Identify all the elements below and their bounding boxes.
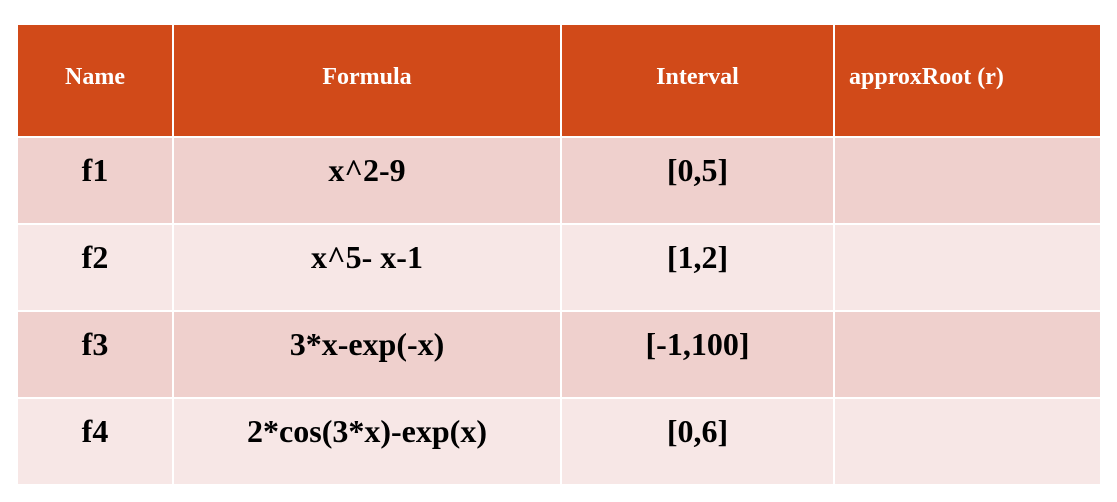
header-cell: Name bbox=[18, 25, 172, 136]
header-row: Name Formula Interval approxRoot (r) bbox=[18, 25, 1100, 136]
table-cell: 2*cos(3*x)-exp(x) bbox=[174, 399, 560, 484]
table-cell: x^2-9 bbox=[174, 138, 560, 223]
table-cell: [1,2] bbox=[562, 225, 833, 310]
empty-cell bbox=[835, 312, 1100, 397]
table-cell: f2 bbox=[18, 225, 172, 310]
table-cell: [0,6] bbox=[562, 399, 833, 484]
table-cell: f1 bbox=[18, 138, 172, 223]
table-row: f3 3*x-exp(-x) [-1,100] bbox=[18, 312, 1100, 397]
table-cell: f4 bbox=[18, 399, 172, 484]
table-row: f4 2*cos(3*x)-exp(x) [0,6] bbox=[18, 399, 1100, 484]
data-table: Name Formula Interval approxRoot (r) f1 x^2-… bbox=[16, 23, 1102, 486]
table-cell: x^5- x-1 bbox=[174, 225, 560, 310]
table-row: f2 x^5- x-1 [1,2] bbox=[18, 225, 1100, 310]
empty-cell bbox=[835, 399, 1100, 484]
table-cell: [0,5] bbox=[562, 138, 833, 223]
empty-cell bbox=[835, 138, 1100, 223]
header-cell: approxRoot (r) bbox=[835, 25, 1100, 136]
table-cell: [-1,100] bbox=[562, 312, 833, 397]
table-row: f1 x^2-9 [0,5] bbox=[18, 138, 1100, 223]
table-body: f1 x^2-9 [0,5] f2 x^5- x-1 [1,2] f3 3*x-exp(-x)… bbox=[18, 138, 1100, 484]
table-cell: f3 bbox=[18, 312, 172, 397]
header-cell: Interval bbox=[562, 25, 833, 136]
header-cell: Formula bbox=[174, 25, 560, 136]
empty-cell bbox=[835, 225, 1100, 310]
table-cell: 3*x-exp(-x) bbox=[174, 312, 560, 397]
